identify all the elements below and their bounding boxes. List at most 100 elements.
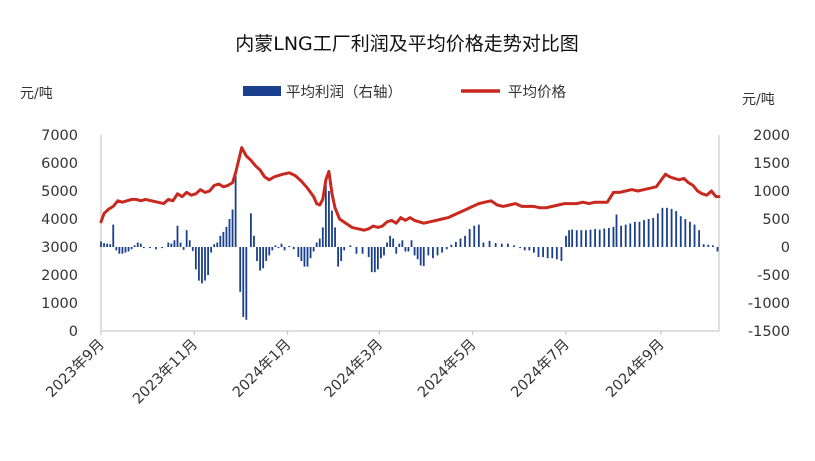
right-tick-label: 1000 bbox=[753, 184, 790, 200]
profit-bar bbox=[652, 217, 655, 247]
profit-bar bbox=[167, 242, 170, 247]
profit-bar bbox=[130, 247, 133, 250]
profit-bar bbox=[274, 245, 277, 247]
profit-bar bbox=[179, 242, 182, 247]
profit-bar bbox=[239, 247, 242, 292]
profit-bar bbox=[182, 247, 185, 250]
profit-bar bbox=[488, 240, 491, 247]
profit-bar bbox=[376, 247, 379, 270]
profit-bar bbox=[309, 247, 312, 259]
profit-bar bbox=[661, 207, 664, 247]
profit-bar bbox=[542, 247, 544, 258]
profit-bar bbox=[155, 247, 157, 250]
profit-bar bbox=[315, 242, 318, 247]
profit-bar bbox=[340, 247, 343, 261]
profit-bar bbox=[454, 241, 457, 247]
profit-bar bbox=[441, 247, 444, 253]
profit-bar bbox=[519, 247, 522, 249]
profit-bar bbox=[216, 242, 219, 247]
profit-bar bbox=[711, 245, 714, 247]
axes bbox=[100, 135, 720, 332]
profit-bar bbox=[268, 247, 271, 256]
profit-bar bbox=[643, 220, 645, 247]
profit-bar bbox=[624, 224, 627, 247]
profit-bar bbox=[343, 247, 346, 251]
profit-bar bbox=[253, 235, 255, 247]
price-line-path bbox=[99, 146, 721, 232]
profit-bar bbox=[300, 247, 303, 261]
profit-bar bbox=[707, 244, 710, 247]
profit-bar bbox=[170, 243, 173, 247]
profit-bar bbox=[312, 247, 315, 252]
profit-bar bbox=[355, 247, 358, 254]
profit-bar bbox=[386, 242, 388, 247]
profit-bar bbox=[468, 229, 471, 247]
profit-bar bbox=[392, 238, 395, 247]
left-tick-label: 2000 bbox=[41, 268, 78, 284]
profit-bar bbox=[283, 247, 286, 251]
profit-bar bbox=[124, 247, 127, 253]
profit-bar bbox=[306, 247, 309, 267]
profit-bar bbox=[109, 244, 112, 247]
profit-bar bbox=[612, 226, 615, 247]
profit-bar bbox=[115, 247, 118, 251]
profit-bar bbox=[436, 247, 439, 256]
profit-bar bbox=[656, 213, 659, 247]
profit-bar bbox=[303, 247, 306, 267]
profit-bar bbox=[210, 247, 213, 253]
profit-bar bbox=[288, 245, 291, 247]
profit-bar bbox=[528, 247, 531, 251]
profit-bar bbox=[367, 247, 370, 258]
profit-bar bbox=[607, 227, 610, 247]
profit-bar bbox=[716, 247, 719, 252]
profit-bar bbox=[383, 247, 385, 256]
profit-bar bbox=[297, 247, 300, 258]
profit-bar bbox=[560, 247, 563, 261]
x-tick-label: 2024年9月 bbox=[603, 336, 668, 401]
profit-bar bbox=[231, 209, 234, 247]
profit-bar bbox=[413, 247, 416, 256]
profit-bar bbox=[349, 245, 352, 247]
profit-bar bbox=[204, 247, 206, 281]
profit-bar bbox=[450, 244, 453, 247]
profit-bar bbox=[250, 213, 252, 247]
profit-bar bbox=[245, 247, 248, 320]
right-tick-label: 2000 bbox=[753, 128, 790, 144]
x-tick-label: 2024年3月 bbox=[321, 336, 386, 401]
profit-bar bbox=[207, 247, 209, 275]
profit-bar bbox=[615, 214, 618, 247]
price-line bbox=[99, 146, 721, 232]
profit-bar bbox=[318, 238, 321, 247]
profit-bar bbox=[121, 247, 124, 254]
profit-bar bbox=[188, 240, 191, 247]
profit-bar bbox=[693, 224, 696, 247]
profit-bar bbox=[380, 247, 382, 259]
legend-line-label: 平均价格 bbox=[508, 84, 566, 101]
profit-bar bbox=[698, 230, 701, 247]
profit-bar bbox=[523, 247, 526, 251]
profit-bar bbox=[259, 247, 261, 271]
chart-title: 内蒙LNG工厂利润及平均价格走势对比图 bbox=[235, 33, 579, 55]
profit-bar bbox=[537, 247, 540, 258]
profit-bar bbox=[571, 229, 574, 247]
x-tick-label: 2023年9月 bbox=[43, 336, 108, 401]
left-axis-unit: 元/吨 bbox=[20, 86, 53, 102]
right-tick-label: 0 bbox=[781, 240, 790, 256]
profit-bar bbox=[416, 247, 419, 260]
profit-bar bbox=[142, 247, 145, 249]
profit-bar bbox=[234, 175, 237, 247]
left-tick-label: 7000 bbox=[41, 128, 78, 144]
profit-bar bbox=[585, 230, 587, 247]
profit-bar bbox=[675, 211, 678, 247]
profit-bar bbox=[337, 247, 340, 267]
profit-bar bbox=[370, 247, 373, 273]
profit-bar bbox=[331, 210, 333, 247]
profit-bar bbox=[555, 247, 558, 260]
profit-bar bbox=[404, 247, 407, 252]
profit-bar bbox=[689, 221, 691, 247]
profit-bar bbox=[589, 229, 592, 247]
profit-bar bbox=[133, 245, 136, 247]
profit-bar bbox=[185, 230, 188, 247]
profit-bar bbox=[594, 229, 596, 247]
profit-bar bbox=[100, 241, 102, 247]
